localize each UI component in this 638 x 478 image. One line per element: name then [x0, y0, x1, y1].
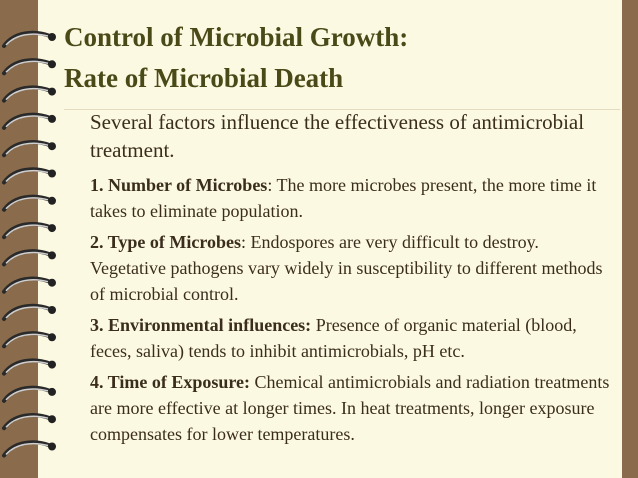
divider	[64, 109, 620, 110]
ring	[48, 306, 56, 314]
item-text: : Endospores are very difficult to destr…	[90, 232, 603, 304]
ring	[5, 415, 49, 428]
item-label: 1. Number of Microbes	[90, 175, 268, 195]
ring	[48, 278, 56, 287]
item: 3. Environmental influences: Presence of…	[90, 312, 610, 364]
title-line: Rate of Microbial Death	[64, 63, 344, 93]
item: 4. Time of Exposure: Chemical antimicrob…	[90, 369, 610, 447]
ring	[48, 196, 56, 205]
content: Several factors influence the effectiven…	[90, 108, 610, 452]
ring	[48, 142, 56, 151]
ring	[5, 224, 49, 237]
ring	[5, 333, 49, 346]
notebook-page	[38, 0, 622, 478]
item-text: Chemical antimicrobials and radiation tr…	[90, 372, 610, 444]
ring	[48, 33, 56, 41]
item-text: : The more microbes present, the more ti…	[90, 175, 597, 221]
ring	[5, 142, 49, 155]
item-text: Presence of organic material (blood, fec…	[90, 315, 577, 361]
item: 2. Type of Microbes: Endospores are very…	[90, 229, 610, 307]
ring	[5, 306, 49, 319]
ring	[5, 115, 49, 128]
ring	[5, 251, 49, 264]
ring	[5, 388, 49, 401]
item-label: 4. Time of Exposure:	[90, 372, 251, 392]
ring	[5, 197, 49, 210]
ring	[48, 60, 56, 69]
spiral-binding	[2, 30, 56, 458]
item: 1. Number of Microbes: The more microbes…	[90, 172, 610, 224]
ring	[5, 88, 49, 101]
ring	[5, 169, 49, 183]
item-list: 1. Number of Microbes: The more microbes…	[90, 172, 610, 447]
ring	[5, 442, 49, 456]
ring	[48, 442, 56, 451]
ring	[48, 169, 56, 178]
ring	[48, 387, 56, 396]
intro: Several factors influence the effectiven…	[90, 110, 585, 162]
ring	[5, 361, 49, 374]
ring	[48, 333, 56, 342]
ring	[5, 279, 49, 292]
ring	[48, 415, 56, 424]
item-label: 2. Type of Microbes	[90, 232, 241, 252]
item-label: 3. Environmental influences:	[90, 315, 312, 335]
ring	[5, 33, 49, 46]
ring	[48, 360, 56, 369]
ring	[48, 87, 56, 96]
ring	[5, 60, 49, 73]
title-line: Control of Microbial Growth:	[64, 22, 409, 52]
ring	[48, 114, 56, 123]
ring	[48, 251, 56, 260]
ring	[48, 224, 56, 233]
